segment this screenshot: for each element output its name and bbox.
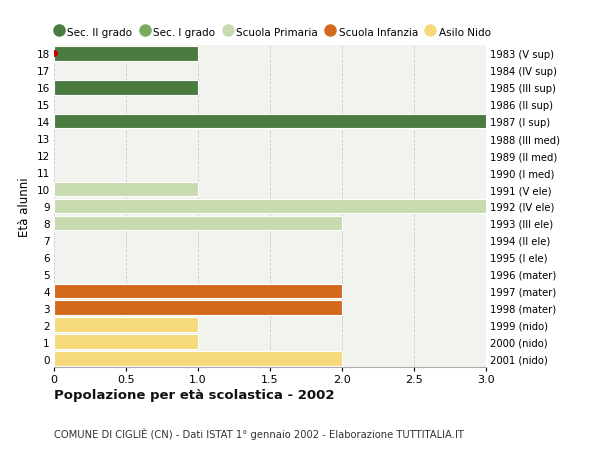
Bar [54,47,198,62]
Legend: Sec. II grado, Sec. I grado, Scuola Primaria, Scuola Infanzia, Asilo Nido: Sec. II grado, Sec. I grado, Scuola Prim… [55,27,491,38]
Bar [54,199,486,214]
Bar [54,115,486,129]
Bar [54,301,342,315]
Text: Popolazione per età scolastica - 2002: Popolazione per età scolastica - 2002 [54,388,335,401]
Bar [54,318,198,332]
Bar [54,182,198,197]
Text: COMUNE DI CIGLIÈ (CN) - Dati ISTAT 1° gennaio 2002 - Elaborazione TUTTITALIA.IT: COMUNE DI CIGLIÈ (CN) - Dati ISTAT 1° ge… [54,427,464,439]
Bar [54,81,198,95]
Bar [54,216,342,230]
Bar [54,352,342,366]
Y-axis label: Età alunni: Età alunni [18,177,31,236]
Bar [54,284,342,298]
Bar [54,335,198,349]
